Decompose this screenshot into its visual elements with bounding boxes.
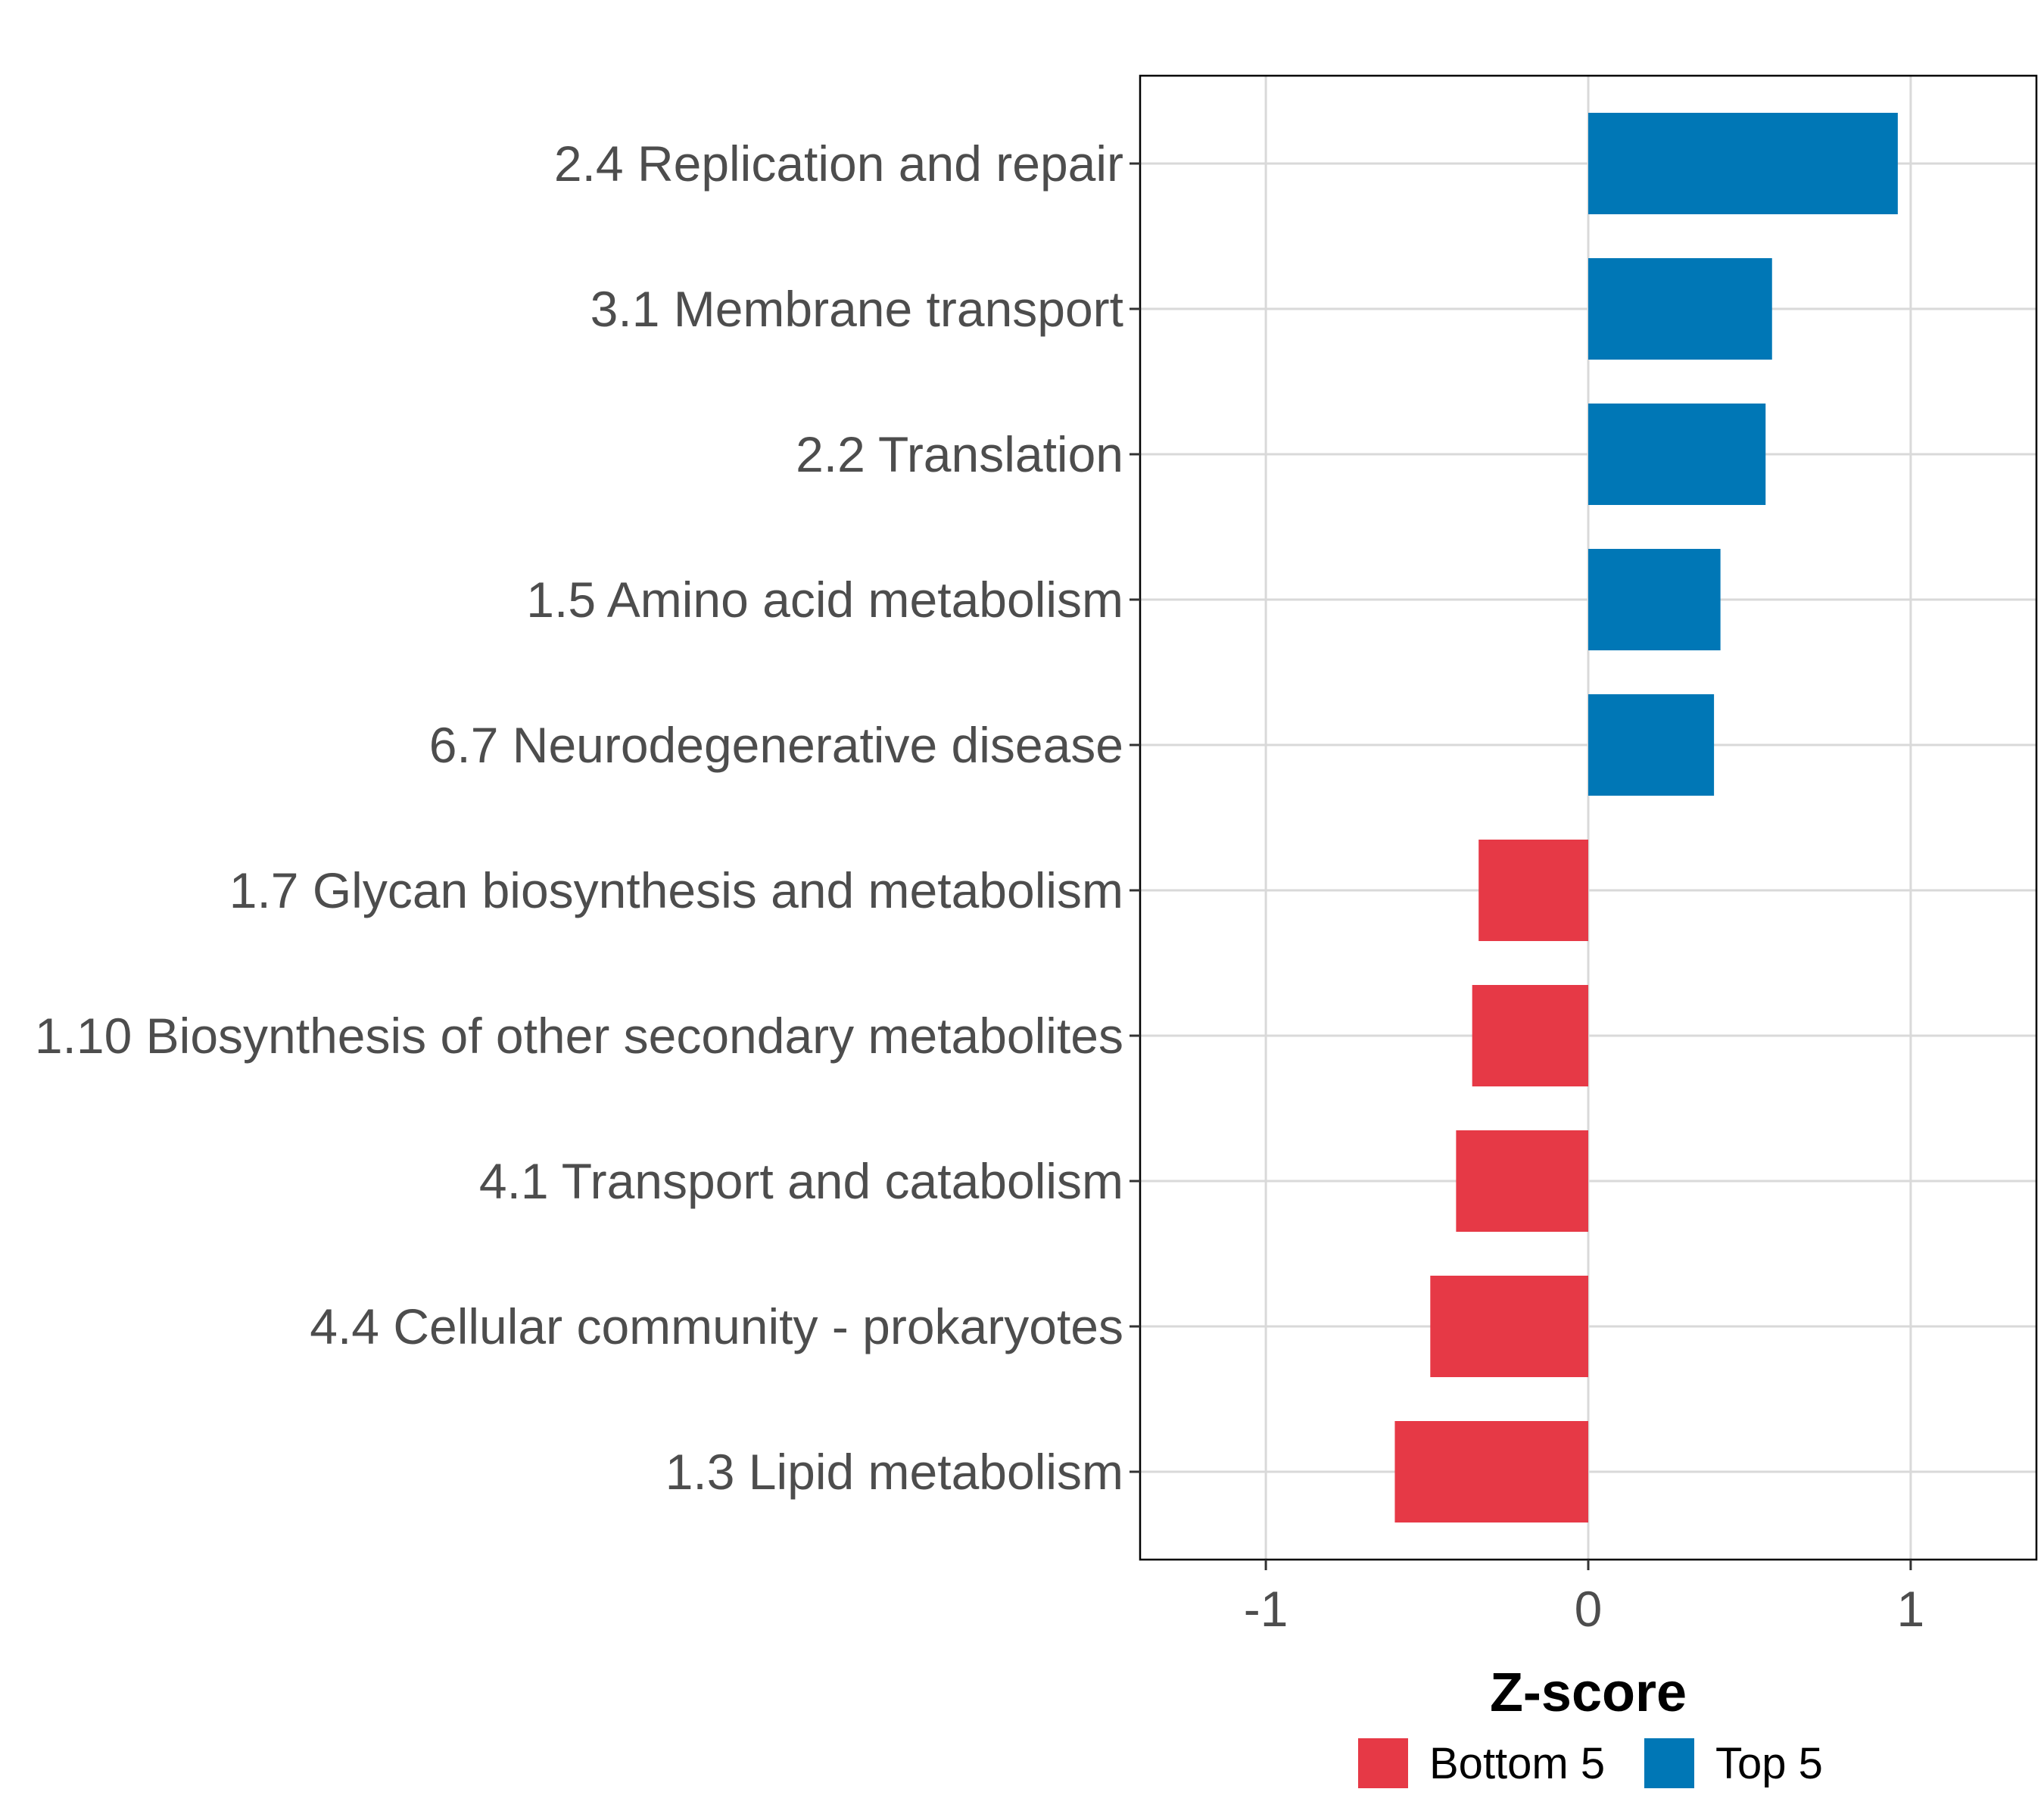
x-axis-title: Z-score — [1490, 1663, 1687, 1723]
legend-swatch — [1644, 1738, 1694, 1788]
bar — [1430, 1276, 1588, 1377]
legend-label: Top 5 — [1715, 1739, 1823, 1788]
bar — [1394, 1421, 1588, 1522]
legend-swatch — [1358, 1738, 1408, 1788]
bar — [1478, 840, 1588, 941]
bar — [1472, 985, 1588, 1086]
bar — [1588, 694, 1715, 796]
y-tick-label: 1.10 Biosynthesis of other secondary met… — [35, 1008, 1123, 1064]
y-tick-label: 4.4 Cellular community - prokaryotes — [310, 1298, 1123, 1354]
y-tick-label: 3.1 Membrane transport — [590, 281, 1123, 337]
x-tick-label: 0 — [1575, 1581, 1603, 1637]
y-tick-label: 1.5 Amino acid metabolism — [526, 572, 1123, 628]
bar — [1588, 404, 1766, 505]
x-tick-label: -1 — [1244, 1581, 1288, 1637]
x-axis: -1 0 1 — [1244, 1560, 1925, 1637]
y-tick-label: 6.7 Neurodegenerative disease — [429, 717, 1123, 773]
bars — [1394, 113, 1898, 1522]
legend-label: Bottom 5 — [1429, 1739, 1605, 1788]
y-axis: 2.4 Replication and repair 3.1 Membrane t… — [35, 136, 1140, 1500]
x-tick-label: 1 — [1897, 1581, 1925, 1637]
y-tick-label: 1.7 Glycan biosynthesis and metabolism — [229, 862, 1123, 918]
bar — [1588, 113, 1898, 214]
y-tick-label: 1.3 Lipid metabolism — [665, 1444, 1123, 1500]
y-tick-label: 2.2 Translation — [796, 426, 1123, 482]
legend: Bottom 5 Top 5 — [1358, 1738, 1823, 1788]
bar — [1588, 258, 1772, 360]
bar — [1588, 549, 1721, 650]
y-tick-label: 2.4 Replication and repair — [554, 136, 1123, 192]
bar — [1456, 1130, 1588, 1232]
y-tick-label: 4.1 Transport and catabolism — [479, 1153, 1123, 1209]
